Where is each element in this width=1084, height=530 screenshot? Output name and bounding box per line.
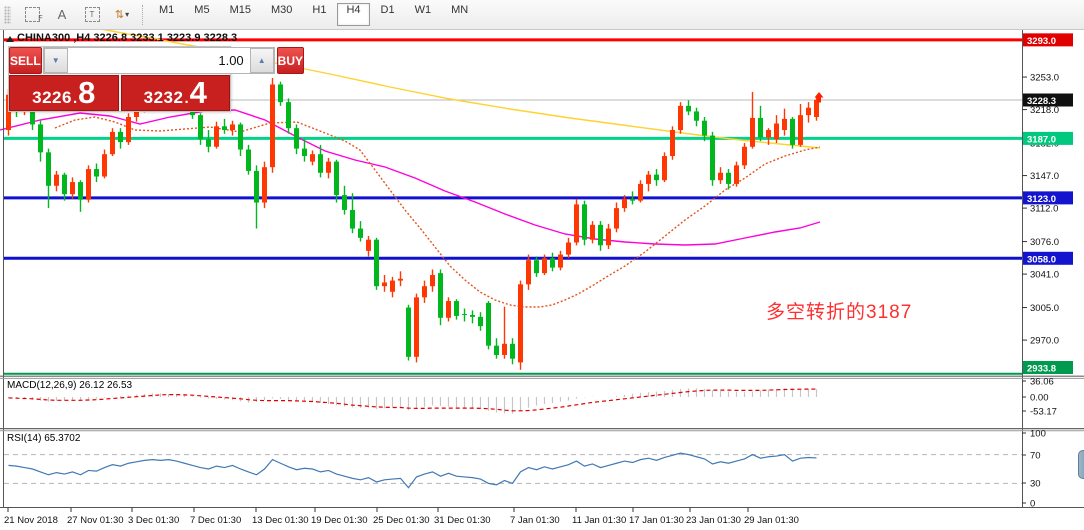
timeframe-button-w1[interactable]: W1 — [414, 4, 432, 16]
svg-text:3 Dec 01:30: 3 Dec 01:30 — [128, 515, 179, 526]
rsi-indicator-label: RSI(14) 65.3702 — [7, 433, 81, 444]
text-annotation-button[interactable]: A — [48, 3, 76, 27]
sell-price-display[interactable]: 3226 . 8 — [9, 75, 119, 111]
svg-text:3112.0: 3112.0 — [1030, 204, 1058, 215]
volume-input[interactable] — [67, 48, 250, 73]
timeframe-button-mn[interactable]: MN — [451, 4, 469, 16]
timeframe-button-m15[interactable]: M15 — [229, 4, 251, 16]
text-annotation-icon: A — [57, 7, 67, 22]
one-click-trading-panel: SELL ▼ ▲ BUY 3226 . 8 3232 . 4 — [8, 46, 305, 112]
collapse-panel-icon[interactable] — [6, 36, 14, 42]
svg-text:0: 0 — [1030, 499, 1035, 510]
svg-text:29 Jan 01:30: 29 Jan 01:30 — [744, 515, 799, 526]
svg-text:11 Jan 01:30: 11 Jan 01:30 — [572, 515, 626, 526]
macd-panel: 36.06 0.00 -53.17 — [7, 377, 1057, 418]
svg-text:19 Dec 01:30: 19 Dec 01:30 — [311, 515, 368, 526]
svg-text:100: 100 — [1030, 429, 1046, 440]
scrollbar-thumb[interactable] — [1078, 450, 1084, 479]
text-label-icon: T — [84, 7, 100, 22]
volume-decrease-button[interactable]: ▼ — [43, 48, 68, 73]
svg-text:17 Jan 01:30: 17 Jan 01:30 — [629, 515, 684, 526]
candles-layer — [6, 77, 819, 370]
volume-stepper: ▼ ▲ — [42, 47, 275, 74]
dropdown-caret-icon: ▾ — [125, 10, 130, 19]
chart-autoscroll-icon: F — [24, 7, 43, 22]
svg-text:3058.0: 3058.0 — [1027, 254, 1056, 265]
timeframe-button-m1[interactable]: M1 — [159, 4, 175, 16]
sell-price-fraction: 8 — [78, 75, 96, 110]
svg-text:7 Dec 01:30: 7 Dec 01:30 — [190, 515, 241, 526]
arrow-objects-icon: ⇅ — [114, 9, 124, 21]
sell-button[interactable]: SELL — [9, 47, 42, 74]
buy-price-main: 3232 — [143, 88, 184, 107]
svg-text:2970.0: 2970.0 — [1030, 336, 1059, 347]
svg-text:3228.3: 3228.3 — [1027, 96, 1056, 107]
svg-text:-53.17: -53.17 — [1030, 407, 1057, 418]
svg-text:70: 70 — [1030, 451, 1041, 462]
buy-price-display[interactable]: 3232 . 4 — [120, 75, 230, 111]
arrow-objects-button[interactable]: ⇅ ▾ — [108, 3, 136, 27]
svg-text:3041.0: 3041.0 — [1030, 270, 1059, 281]
svg-text:7 Jan 01:30: 7 Jan 01:30 — [510, 515, 560, 526]
rsi-panel: 100 70 30 0 — [4, 429, 1046, 510]
svg-text:3293.0: 3293.0 — [1027, 36, 1056, 47]
svg-text:21 Nov 2018: 21 Nov 2018 — [4, 515, 58, 526]
panel-borders — [0, 30, 1084, 508]
price-badges: 3293.0 3228.3 3187.0 3123.0 3058.0 2933.8 — [1023, 33, 1073, 375]
timeframe-button-m5[interactable]: M5 — [194, 4, 210, 16]
text-label-button[interactable]: T — [78, 3, 106, 27]
last-price-arrow-marker — [814, 92, 824, 103]
svg-text:36.06: 36.06 — [1030, 377, 1054, 388]
svg-text:3218.0: 3218.0 — [1030, 105, 1059, 116]
macd-indicator-label: MACD(12,26,9) 26.12 26.53 — [7, 380, 133, 391]
svg-text:3253.0: 3253.0 — [1030, 73, 1059, 84]
svg-text:30: 30 — [1030, 479, 1041, 490]
timeframe-button-d1[interactable]: D1 — [380, 4, 395, 16]
sell-price-dot: . — [72, 90, 78, 107]
svg-text:3147.0: 3147.0 — [1030, 171, 1059, 182]
svg-text:13 Dec 01:30: 13 Dec 01:30 — [252, 515, 309, 526]
chart-autoscroll-button[interactable]: F — [18, 3, 46, 27]
toolbar-grip-handle[interactable] — [4, 5, 11, 24]
volume-increase-button[interactable]: ▲ — [249, 48, 274, 73]
chart-title: CHINA300 ,H4 3226.8 3233.1 3223.9 3228.3 — [17, 32, 238, 44]
toolbar: F A T ⇅ ▾ M1 M5 M15 M30 H1 H4 D1 W1 MN — [0, 0, 1084, 30]
buy-button[interactable]: BUY — [276, 47, 305, 74]
toolbar-separator — [142, 4, 144, 25]
svg-text:2933.8: 2933.8 — [1027, 364, 1056, 375]
buy-price-fraction: 4 — [189, 75, 207, 110]
buy-price-dot: . — [184, 90, 189, 107]
svg-text:3187.0: 3187.0 — [1027, 134, 1056, 145]
svg-text:27 Nov 01:30: 27 Nov 01:30 — [67, 515, 124, 526]
svg-text:0.00: 0.00 — [1030, 393, 1049, 404]
timeframe-button-h1[interactable]: H1 — [312, 4, 327, 16]
svg-text:3076.0: 3076.0 — [1030, 237, 1059, 248]
price-axis: 3253.03218.03182.03147.03112.03076.03041… — [1022, 73, 1059, 347]
timeframe-button-m30[interactable]: M30 — [270, 4, 293, 16]
svg-text:3005.0: 3005.0 — [1030, 303, 1059, 314]
date-axis: 21 Nov 2018 27 Nov 01:30 3 Dec 01:30 7 Dec … — [4, 507, 799, 526]
chart-text-annotation: 多空转折的3187 — [766, 302, 913, 323]
svg-text:23 Jan 01:30: 23 Jan 01:30 — [686, 515, 741, 526]
svg-text:31 Dec 01:30: 31 Dec 01:30 — [434, 515, 491, 526]
timeframe-button-group: M1 M5 M15 M30 H1 H4 D1 W1 MN — [149, 3, 478, 26]
timeframe-button-h4[interactable]: H4 — [337, 3, 370, 26]
svg-text:25 Dec 01:30: 25 Dec 01:30 — [373, 515, 430, 526]
svg-text:3123.0: 3123.0 — [1027, 194, 1056, 205]
sell-price-main: 3226 — [32, 88, 72, 107]
